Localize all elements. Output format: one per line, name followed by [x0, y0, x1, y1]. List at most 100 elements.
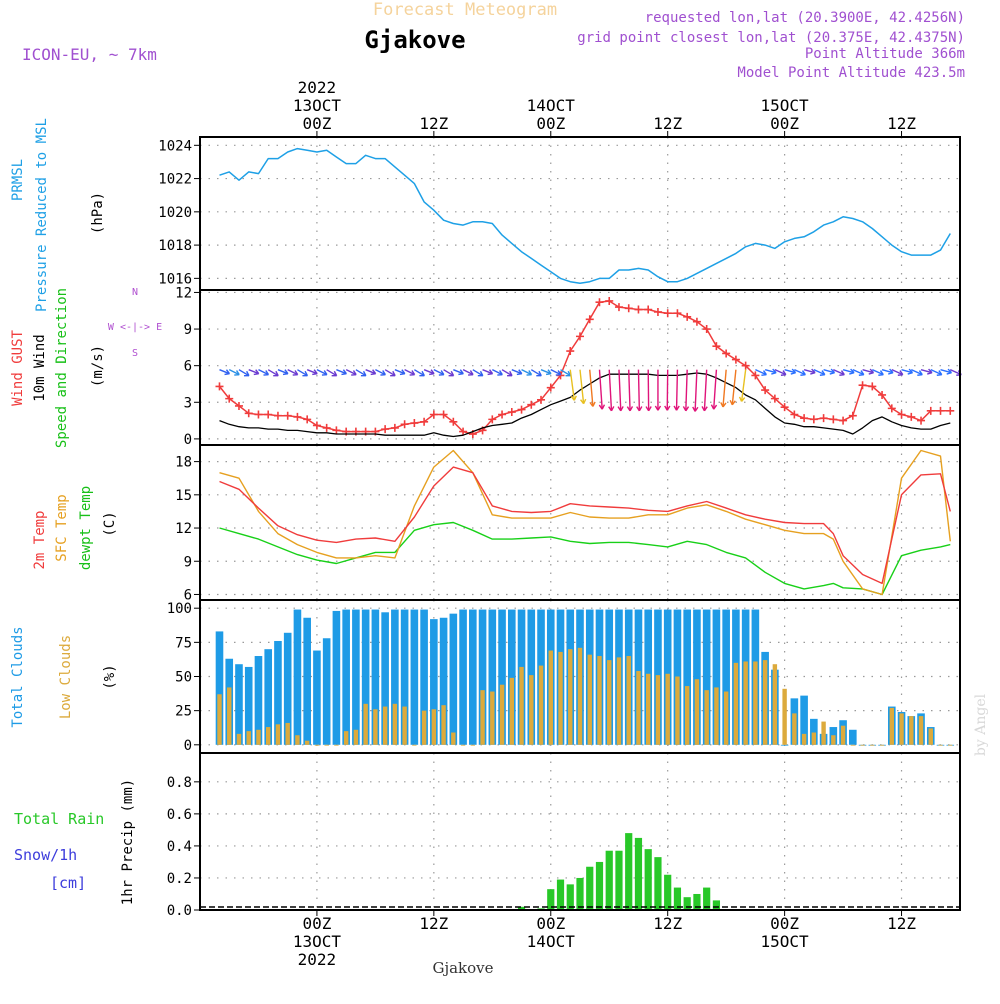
gust-marker	[323, 424, 331, 432]
temp-labels: 2m Temp SFC Temp dewpt Temp (C)	[32, 486, 118, 570]
gust-marker	[508, 408, 516, 416]
y-tick-label: 0.4	[167, 839, 192, 855]
faded-title: Forecast Meteogram	[373, 0, 557, 20]
low-cloud-bar	[529, 675, 533, 745]
compass-south: S	[132, 348, 138, 359]
rain-bar	[586, 867, 593, 910]
low-cloud-bar	[412, 745, 416, 746]
precip-unit: 1hr Precip (mm)	[120, 779, 136, 905]
wind-arrow	[704, 370, 706, 411]
low-cloud-bar	[500, 685, 504, 745]
gust-marker	[284, 412, 292, 420]
gust-marker	[839, 417, 847, 425]
x-tick-label: 00Z	[536, 114, 565, 133]
low-cloud-bar	[295, 735, 299, 745]
wind-label: 10m Wind	[32, 334, 48, 401]
low-cloud-bar	[743, 661, 747, 744]
wind-arrow	[590, 370, 593, 407]
watermark: by Angel	[973, 693, 989, 756]
low-cloud-bar	[675, 677, 679, 745]
wind-labels: Wind GUST 10m Wind Speed and Direction (…	[10, 287, 162, 448]
y-tick-label: 18	[175, 455, 192, 471]
low-cloud-bar	[432, 709, 436, 745]
gust-marker	[313, 421, 321, 429]
gust-marker	[673, 309, 681, 317]
low-cloud-bar	[588, 655, 592, 745]
low-clouds-label: Low Clouds	[58, 635, 74, 719]
gust-marker	[664, 309, 672, 317]
y-tick-label: 3	[184, 395, 192, 411]
rain-bar	[625, 833, 632, 910]
gust-marker	[381, 425, 389, 433]
low-cloud-bar	[695, 679, 699, 745]
low-cloud-bar	[646, 674, 650, 745]
y-tick-label: 12	[175, 285, 192, 301]
gust-marker	[898, 410, 906, 418]
gust-marker	[625, 304, 633, 312]
pressure-line	[220, 149, 951, 284]
y-tick-label: 1024	[158, 138, 192, 154]
grid-layer	[200, 137, 960, 910]
low-cloud-bar	[510, 678, 514, 745]
x-tick-label: 13OCT	[293, 932, 342, 951]
low-cloud-bar	[354, 730, 358, 745]
low-cloud-bar	[617, 657, 621, 744]
low-cloud-bar	[938, 745, 942, 746]
low-cloud-bar	[782, 689, 786, 745]
low-cloud-bar	[451, 733, 455, 745]
low-cloud-bar	[831, 735, 835, 745]
gust-marker	[820, 414, 828, 422]
y-tick-label: 50	[175, 670, 192, 686]
x-tick-label: 12Z	[653, 914, 682, 933]
total-cloud-bar	[352, 610, 360, 745]
rain-label: Total Rain	[14, 810, 104, 828]
panel-frame	[200, 137, 960, 290]
gust-marker	[293, 413, 301, 421]
panel-frame	[200, 445, 960, 600]
low-cloud-bar	[383, 707, 387, 745]
rain-bar	[654, 857, 661, 910]
low-cloud-bar	[344, 731, 348, 745]
gust-marker	[586, 315, 594, 323]
wind-arrow	[686, 370, 687, 411]
wind-arrow	[695, 370, 697, 412]
low-cloud-bar	[558, 652, 562, 745]
wind-arrow	[629, 370, 630, 411]
y-tick-label: 15	[175, 488, 192, 504]
y-tick-label: 9	[184, 554, 192, 570]
rain-bar	[557, 880, 564, 910]
gust-marker	[859, 381, 867, 389]
snow-unit: [cm]	[50, 874, 86, 892]
low-cloud-bar	[324, 745, 328, 746]
x-tick-label: 00Z	[770, 114, 799, 133]
total-cloud-bar	[781, 745, 789, 746]
low-cloud-bar	[656, 675, 660, 745]
point-altitude: Point Altitude 366m	[805, 46, 965, 62]
gust-marker	[303, 415, 311, 423]
rain-bar	[576, 878, 583, 910]
low-cloud-bar	[402, 707, 406, 745]
rain-bar	[713, 900, 720, 910]
gust-marker	[254, 410, 262, 418]
low-cloud-bar	[276, 724, 280, 744]
frame-layer	[200, 137, 960, 910]
low-cloud-bar	[217, 694, 221, 745]
gust-marker	[410, 419, 418, 427]
x-tick-label: 00Z	[302, 914, 331, 933]
y-tick-label: 0	[184, 738, 192, 754]
gust-marker	[274, 412, 282, 420]
requested-location: requested lon,lat (20.3900E, 42.4256N)	[645, 10, 965, 26]
y-tick-label: 0.8	[167, 775, 192, 791]
low-cloud-bar	[256, 730, 260, 745]
precip-labels: Total Rain Snow/1h [cm] 1hr Precip (mm)	[14, 779, 136, 905]
y-tick-label: 0.0	[167, 903, 192, 919]
low-cloud-bar	[266, 727, 270, 745]
panel-frame	[200, 290, 960, 445]
wind-arrow	[714, 370, 717, 410]
low-cloud-bar	[315, 745, 319, 746]
low-cloud-bar	[685, 686, 689, 745]
wind-arrow	[677, 370, 678, 411]
low-cloud-bar	[422, 711, 426, 745]
low-cloud-bar	[812, 733, 816, 745]
